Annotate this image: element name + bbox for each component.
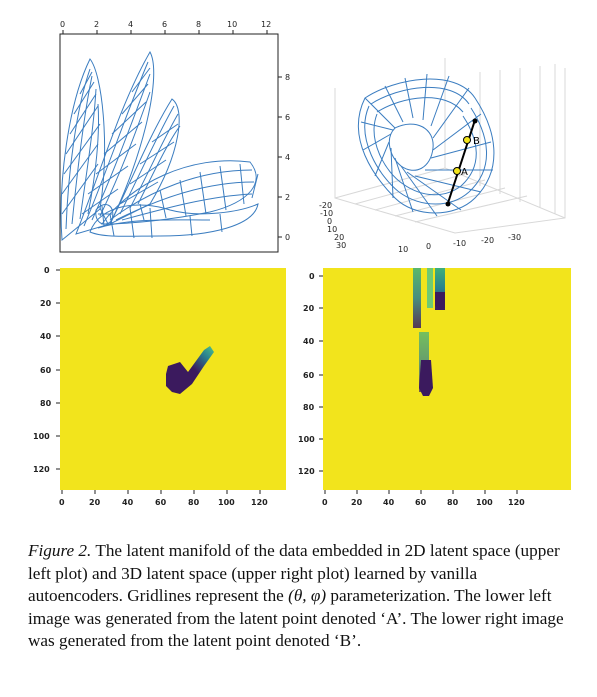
plot-frame bbox=[59, 33, 279, 253]
x-tick: 120 bbox=[251, 498, 268, 507]
x-ticks: 0 20 40 60 80 100 120 bbox=[322, 490, 525, 507]
point-b-label: B bbox=[473, 136, 480, 147]
y-tick: 40 bbox=[303, 337, 315, 346]
x-tick: 80 bbox=[447, 498, 459, 507]
y-tick: 20 bbox=[303, 304, 315, 313]
x-tick: 4 bbox=[128, 20, 133, 29]
generated-image-b: 0 20 40 60 80 100 120 0 20 40 60 80 100 … bbox=[293, 262, 583, 510]
y-tick: 6 bbox=[285, 113, 290, 122]
axis-ticks-left: -20 -10 0 10 20 30 bbox=[319, 201, 346, 250]
streak bbox=[435, 268, 445, 310]
y-ticks: 0 20 40 60 80 100 120 bbox=[298, 272, 323, 476]
y-tick: 80 bbox=[40, 399, 52, 408]
axis-ticks-bottom: 10 0 -10 -20 -30 bbox=[398, 233, 521, 254]
y-tick: 100 bbox=[298, 435, 315, 444]
y-tick: 60 bbox=[40, 366, 52, 375]
caption-text: parameterization. The lower left image w… bbox=[28, 586, 564, 651]
y-tick: 0 bbox=[285, 233, 290, 242]
figure-caption: Figure 2. The latent manifold of the dat… bbox=[28, 540, 576, 653]
x-tick: 10 bbox=[227, 20, 237, 29]
y-tick: 0 bbox=[44, 266, 50, 275]
point-b-marker bbox=[463, 136, 471, 144]
generated-shape bbox=[435, 292, 445, 310]
axes-3d-panes bbox=[334, 58, 566, 234]
point-a-label: A bbox=[461, 167, 468, 178]
streak bbox=[427, 268, 433, 308]
x-tick: 100 bbox=[476, 498, 493, 507]
streak bbox=[413, 268, 421, 328]
path-endpoint bbox=[472, 118, 478, 124]
top-x-ticks: 0 2 4 6 8 10 12 bbox=[60, 20, 271, 34]
axis1-tick: 30 bbox=[336, 241, 346, 250]
path-endpoint bbox=[445, 201, 451, 207]
axis2-tick: -10 bbox=[453, 239, 466, 248]
x-tick: 6 bbox=[162, 20, 167, 29]
y-tick: 120 bbox=[298, 467, 315, 476]
caption-math: (θ, φ) bbox=[288, 586, 327, 606]
x-tick: 20 bbox=[351, 498, 363, 507]
axis1-tick: -10 bbox=[320, 209, 333, 218]
x-tick: 40 bbox=[122, 498, 134, 507]
manifold-mesh-3d bbox=[357, 73, 495, 217]
x-tick: 8 bbox=[196, 20, 201, 29]
x-ticks: 0 20 40 60 80 100 120 bbox=[59, 490, 268, 507]
x-tick: 60 bbox=[415, 498, 427, 507]
generated-image-a: 0 20 40 60 80 100 120 0 20 40 60 80 100 … bbox=[30, 262, 292, 510]
generated-shape bbox=[419, 360, 433, 396]
y-tick: 60 bbox=[303, 371, 315, 380]
axis1-tick: -20 bbox=[319, 201, 332, 210]
x-tick: 0 bbox=[322, 498, 328, 507]
x-tick: 120 bbox=[508, 498, 525, 507]
y-tick: 100 bbox=[33, 432, 50, 441]
caption-lead: Figure 2. bbox=[28, 541, 92, 560]
generated-shape bbox=[166, 346, 214, 394]
y-tick: 80 bbox=[303, 403, 315, 412]
x-tick: 80 bbox=[188, 498, 200, 507]
y-tick: 4 bbox=[285, 153, 290, 162]
y-tick: 8 bbox=[285, 73, 290, 82]
axis2-tick: 10 bbox=[398, 245, 408, 254]
axis1-tick: 20 bbox=[334, 233, 344, 242]
x-tick: 0 bbox=[59, 498, 65, 507]
x-tick: 100 bbox=[218, 498, 235, 507]
latent-path-line bbox=[446, 119, 476, 207]
x-tick: 20 bbox=[89, 498, 101, 507]
right-y-ticks: 8 6 4 2 0 bbox=[278, 73, 290, 242]
axis1-tick: 0 bbox=[327, 217, 332, 226]
manifold-mesh bbox=[60, 50, 259, 241]
axis2-tick: -30 bbox=[508, 233, 521, 242]
y-tick: 120 bbox=[33, 465, 50, 474]
axis2-tick: 0 bbox=[426, 242, 431, 251]
y-tick: 2 bbox=[285, 193, 290, 202]
y-tick: 20 bbox=[40, 299, 52, 308]
x-tick: 40 bbox=[383, 498, 395, 507]
x-tick: 60 bbox=[155, 498, 167, 507]
y-tick: 0 bbox=[309, 272, 315, 281]
x-tick: 2 bbox=[94, 20, 99, 29]
y-ticks: 0 20 40 60 80 100 120 bbox=[33, 266, 60, 474]
x-tick: 0 bbox=[60, 20, 65, 29]
axis1-tick: 10 bbox=[327, 225, 337, 234]
latent-2d-plot: 0 2 4 6 8 10 12 8 6 4 2 0 bbox=[40, 14, 300, 262]
point-a-marker bbox=[453, 167, 461, 175]
x-tick: 12 bbox=[261, 20, 271, 29]
caption-text: The latent manifold of the data embedded… bbox=[28, 541, 560, 606]
image-background bbox=[323, 268, 571, 490]
y-tick: 40 bbox=[40, 332, 52, 341]
axis2-tick: -20 bbox=[481, 236, 494, 245]
latent-3d-plot: -20 -10 0 10 20 30 10 0 -10 -20 -30 bbox=[305, 58, 575, 263]
